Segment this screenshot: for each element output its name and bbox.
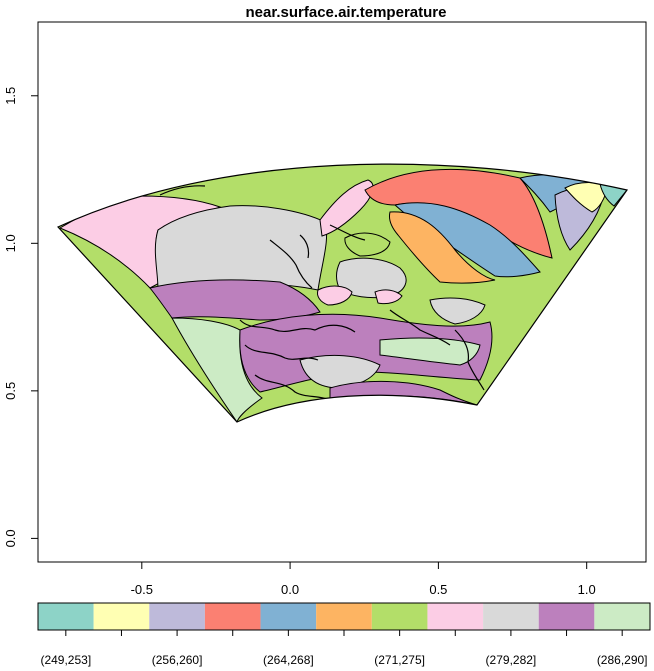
x-tick-label: -0.5 <box>131 582 153 597</box>
region-greece-pink <box>374 289 403 305</box>
y-axis: 0.0 0.5 1.0 1.5 <box>3 87 39 547</box>
legend-swatch <box>427 603 484 630</box>
x-tick-label: 0.5 <box>429 582 447 597</box>
region-germany-pink <box>317 285 353 306</box>
legend-label: (271,275] <box>374 653 425 667</box>
legend-swatch <box>594 603 650 630</box>
legend-swatch <box>371 603 428 630</box>
coastlines <box>159 185 485 401</box>
legend-label: (256,260] <box>152 653 203 667</box>
legend-swatch <box>538 603 595 630</box>
y-tick-label: 1.5 <box>3 87 18 105</box>
region-grey-balkan <box>429 297 486 325</box>
x-tick-label: 1.0 <box>578 582 596 597</box>
y-tick-label: 0.0 <box>3 529 18 547</box>
legend-label: (286,290] <box>597 653 648 667</box>
legend-swatch <box>204 603 261 630</box>
y-tick-label: 0.5 <box>3 382 18 400</box>
region-lightgreen-east <box>379 337 481 366</box>
region-orange <box>389 211 496 284</box>
legend-swatch <box>316 603 372 630</box>
y-tick-label: 1.0 <box>3 234 18 252</box>
legend-swatch <box>260 603 317 630</box>
legend-swatch <box>93 603 150 630</box>
x-tick-label: 0.0 <box>281 582 299 597</box>
legend-label: (249,253] <box>40 653 91 667</box>
legend: (249,253] (256,260] (264,268] (271,275] (279… <box>37 602 651 667</box>
legend-swatch <box>483 603 539 630</box>
x-axis: -0.5 0.0 0.5 1.0 <box>131 561 596 597</box>
legend-swatch <box>38 603 94 630</box>
temperature-regions <box>58 164 627 422</box>
map-panel <box>57 163 629 423</box>
region-grey-south <box>299 354 381 389</box>
plot-title: near.surface.air.temperature <box>246 4 447 21</box>
region-lightgreen <box>171 317 263 422</box>
region-atlantic-grey <box>154 205 328 291</box>
map-outline <box>57 163 629 423</box>
legend-swatch <box>149 603 205 630</box>
legend-label: (279,282] <box>486 653 537 667</box>
region-alps-green <box>344 232 391 257</box>
legend-label: (264,268] <box>263 653 314 667</box>
